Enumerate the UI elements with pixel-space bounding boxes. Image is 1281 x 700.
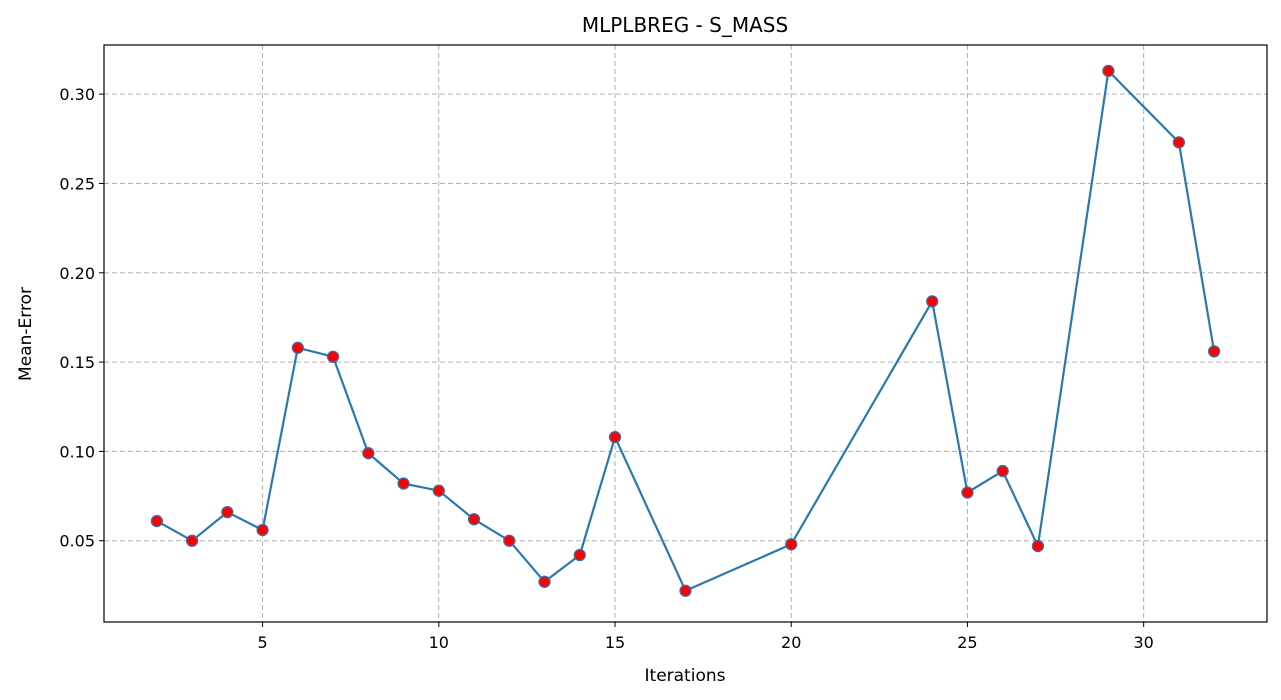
y-tick-label: 0.05 xyxy=(59,532,95,551)
data-point xyxy=(679,584,692,597)
data-point xyxy=(961,486,974,499)
data-point xyxy=(503,534,516,547)
data-point xyxy=(397,477,410,490)
y-tick-label: 0.15 xyxy=(59,353,95,372)
data-point xyxy=(538,575,551,588)
data-point xyxy=(326,350,340,363)
data-point xyxy=(221,505,234,519)
y-tick-label: 0.25 xyxy=(59,174,95,193)
series-line xyxy=(156,69,1216,592)
data-point xyxy=(573,548,586,562)
x-axis-label: Iterations xyxy=(645,666,726,686)
data-point xyxy=(996,464,1009,478)
y-tick-label: 0.10 xyxy=(59,442,95,461)
y-tick-label: 0.20 xyxy=(59,264,95,283)
x-tick-label: 5 xyxy=(257,633,267,652)
data-point xyxy=(432,484,445,497)
axis-ticks xyxy=(99,93,1145,627)
plot-frame xyxy=(103,44,1268,623)
x-tick-label: 15 xyxy=(605,633,625,652)
grid-lines xyxy=(104,45,1267,622)
data-point xyxy=(608,430,622,444)
tick-labels: 5 10 15 20 25 30 0.05 0.10 0.15 0.20 0.25 0.30 xyxy=(59,85,1153,652)
data-point xyxy=(256,523,269,537)
x-tick-label: 10 xyxy=(429,633,449,652)
data-point xyxy=(1102,64,1115,78)
data-point xyxy=(362,447,375,460)
y-tick-label: 0.30 xyxy=(59,85,95,104)
data-point xyxy=(1172,136,1186,149)
data-point xyxy=(1207,345,1221,358)
data-point xyxy=(185,534,199,547)
x-tick-label: 25 xyxy=(957,633,977,652)
data-point xyxy=(291,341,304,354)
chart-title: MLPLBREG - S_MASS xyxy=(582,13,788,37)
data-point xyxy=(150,514,164,528)
data-points xyxy=(150,64,1221,597)
x-tick-label: 20 xyxy=(781,633,801,652)
y-axis-label: Mean-Error xyxy=(16,287,36,381)
data-point xyxy=(926,295,939,308)
x-tick-label: 30 xyxy=(1133,633,1153,652)
data-point xyxy=(467,513,481,526)
data-point xyxy=(1031,539,1045,553)
data-point xyxy=(785,538,798,551)
